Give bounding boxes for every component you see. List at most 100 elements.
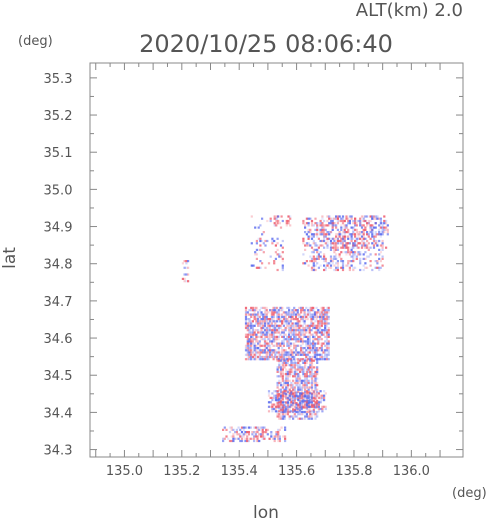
echo-cell: [357, 237, 360, 240]
altitude-label: ALT(km) 2.0: [356, 0, 463, 21]
echo-cell: [310, 329, 313, 332]
echo-cell: [265, 306, 268, 309]
echo-cell: [341, 219, 345, 223]
echo-cell: [251, 351, 254, 354]
echo-cell: [291, 326, 294, 330]
echo-cell: [259, 248, 262, 251]
echo-cell: [312, 396, 315, 399]
echo-cell: [274, 322, 277, 325]
echo-cell: [348, 242, 351, 245]
echo-cell: [333, 239, 336, 243]
echo-cell: [276, 375, 279, 378]
echo-cell: [282, 338, 285, 341]
echo-cell: [300, 344, 303, 347]
echo-cell: [314, 417, 317, 420]
echo-cell: [302, 401, 305, 404]
echo-cell: [288, 353, 291, 356]
echo-cell: [295, 373, 298, 376]
echo-cell: [328, 237, 331, 240]
echo-cell: [270, 433, 273, 436]
echo-cell: [293, 351, 296, 354]
echo-cell: [298, 403, 302, 406]
echo-cell: [350, 260, 353, 263]
echo-cell: [317, 338, 320, 341]
echo-cell: [309, 403, 312, 406]
echo-cell: [279, 342, 282, 345]
echo-cell: [310, 318, 313, 321]
echo-cell: [250, 326, 253, 330]
echo-cell: [284, 318, 287, 321]
echo-cell: [258, 355, 261, 359]
echo-cell: [307, 396, 310, 399]
echo-cell: [309, 417, 312, 420]
echo-cell: [335, 226, 338, 229]
echo-cell: [281, 309, 284, 312]
echo-cell: [305, 373, 308, 376]
echo-cell: [267, 410, 271, 413]
echo-cell: [316, 384, 319, 387]
echo-cell: [290, 361, 293, 364]
echo-cell: [310, 268, 314, 272]
echo-cell: [316, 373, 319, 376]
echo-cell: [338, 253, 341, 256]
echo-cell: [340, 226, 343, 229]
echo-cell: [308, 333, 311, 336]
echo-cell: [271, 410, 274, 413]
echo-cell: [323, 390, 326, 393]
echo-cell: [309, 396, 312, 399]
echo-cell: [283, 406, 286, 409]
echo-cell: [336, 260, 339, 263]
echo-cell: [312, 264, 315, 267]
echo-cell: [269, 217, 272, 220]
echo-cell: [374, 215, 377, 218]
echo-cell: [310, 260, 314, 263]
echo-cell: [303, 358, 306, 361]
echo-cell: [381, 255, 384, 258]
echo-cell: [255, 309, 258, 312]
echo-cell: [293, 329, 296, 332]
echo-cell: [325, 315, 329, 318]
echo-cell: [261, 426, 264, 429]
echo-cell: [298, 326, 301, 330]
echo-cell: [251, 326, 254, 330]
echo-cell: [350, 264, 353, 267]
echo-cell: [272, 335, 275, 338]
echo-cell: [262, 322, 265, 325]
echo-cell: [379, 260, 382, 263]
y-tick-label: 34.6: [44, 332, 73, 347]
echo-cell: [309, 217, 312, 220]
echo-cell: [274, 410, 277, 413]
echo-cell: [325, 358, 329, 361]
echo-cell: [320, 344, 323, 347]
echo-cell: [383, 231, 386, 234]
echo-cell: [282, 435, 285, 438]
echo-cell: [376, 217, 379, 220]
echo-cell: [305, 358, 308, 361]
echo-cell: [281, 358, 284, 361]
echo-cell: [298, 335, 301, 338]
echo-cell: [290, 415, 293, 418]
echo-cell: [362, 235, 365, 238]
echo-cell: [348, 266, 351, 269]
echo-cell: [304, 399, 307, 402]
echo-cell: [279, 394, 283, 397]
echo-cell: [294, 349, 298, 352]
echo-cell: [317, 401, 320, 404]
echo-cell: [265, 318, 268, 321]
echo-cell: [293, 368, 296, 371]
echo-cell: [362, 231, 365, 234]
echo-cell: [273, 222, 276, 225]
echo-cell: [272, 358, 275, 361]
echo-cell: [300, 311, 303, 314]
echo-cell: [250, 322, 253, 325]
echo-cell: [350, 255, 353, 258]
echo-cell: [325, 344, 329, 347]
echo-cell: [258, 428, 261, 431]
echo-cell: [286, 311, 289, 314]
echo-cell: [350, 239, 353, 243]
echo-cell: [331, 222, 334, 225]
echo-cell: [257, 313, 260, 316]
echo-cell: [371, 215, 374, 218]
echo-cell: [378, 233, 381, 236]
echo-cell: [319, 396, 322, 399]
